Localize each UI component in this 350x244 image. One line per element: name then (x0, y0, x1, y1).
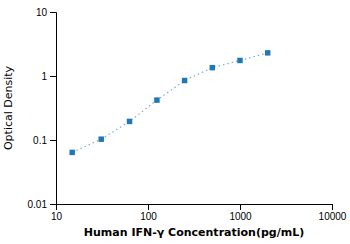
y-tick-label: 10 (36, 7, 48, 18)
x-tick: 1000 (229, 204, 252, 222)
y-tick-mark (50, 12, 56, 13)
x-tick-label: 100 (140, 211, 157, 222)
x-axis-line (57, 205, 333, 211)
y-tick: 1 (41, 71, 56, 82)
x-tick-label: 1000 (229, 211, 252, 222)
y-axis: 0.01 0.1 1 10 (28, 7, 57, 210)
point (69, 150, 74, 155)
line (72, 53, 267, 153)
y-tick: 0.1 (33, 135, 56, 146)
chart: 10 100 1000 10000 0.01 0.1 1 10 Human IFN-γ Conc… (0, 0, 350, 244)
y-axis-line (50, 13, 57, 205)
x-tick-mark (240, 204, 241, 210)
y-tick: 10 (36, 7, 56, 18)
y-tick-mark (50, 76, 56, 77)
point (154, 97, 159, 102)
point (182, 78, 187, 83)
x-tick-label: 10000 (319, 211, 347, 222)
x-axis-title: Human IFN-γ Concentration(pg/mL) (84, 226, 304, 239)
y-tick-label: 1 (41, 71, 47, 82)
x-tick: 10 (51, 204, 63, 222)
y-tick-label: 0.01 (28, 199, 48, 210)
x-axis: 10 100 1000 10000 (51, 204, 347, 222)
x-tick: 100 (140, 204, 157, 222)
point (127, 119, 132, 124)
point (265, 50, 270, 55)
point (237, 58, 242, 63)
x-tick-mark (148, 204, 149, 210)
x-tick-mark (332, 204, 333, 210)
y-tick: 0.01 (28, 199, 56, 210)
y-axis-title: Optical Density (2, 65, 15, 150)
point (210, 65, 215, 70)
point (98, 136, 103, 141)
y-tick-mark (50, 204, 56, 205)
data-layer (69, 50, 270, 155)
y-tick-label: 0.1 (33, 135, 47, 146)
x-tick: 10000 (319, 204, 347, 222)
y-tick-mark (50, 140, 56, 141)
x-tick-label: 10 (51, 211, 63, 222)
plot: 10 100 1000 10000 0.01 0.1 1 10 Human IFN-γ Conc… (2, 7, 347, 239)
